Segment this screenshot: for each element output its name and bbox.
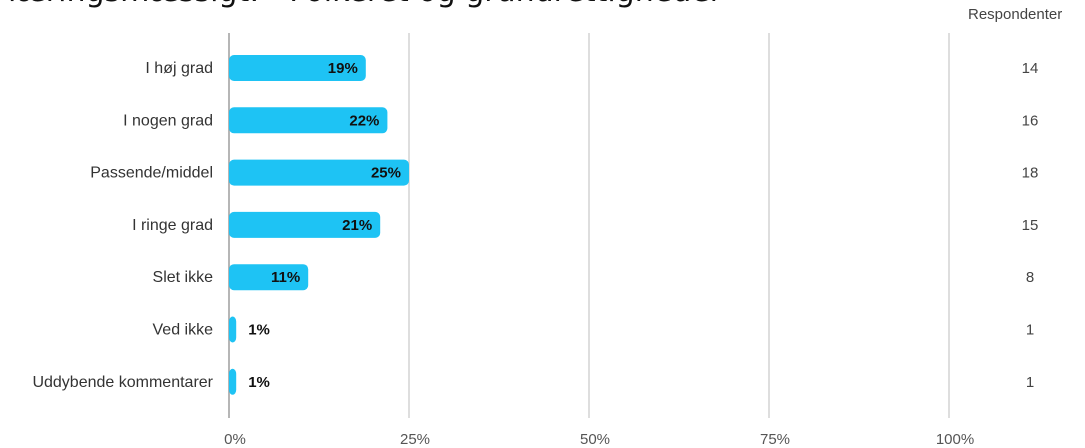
category-label: I nogen grad bbox=[123, 112, 213, 129]
respondent-count: 16 bbox=[1022, 112, 1039, 129]
bar bbox=[229, 211, 381, 238]
category-label: Uddybende kommentarer bbox=[32, 374, 213, 391]
bar bbox=[229, 159, 409, 186]
x-tick-label: 0% bbox=[224, 431, 246, 448]
bar bbox=[229, 264, 309, 291]
respondent-count: 8 bbox=[1026, 269, 1034, 286]
category-label: I ringe grad bbox=[132, 217, 213, 234]
category-label: I høj grad bbox=[145, 60, 213, 77]
bar-value-label: 19% bbox=[328, 60, 358, 77]
respondents-header: Respondenter bbox=[968, 6, 1063, 23]
respondent-count: 18 bbox=[1022, 165, 1039, 182]
bar bbox=[229, 55, 366, 81]
bar-value-label: 22% bbox=[349, 112, 379, 129]
respondent-count: 1 bbox=[1026, 322, 1034, 339]
bar-value-label: 1% bbox=[248, 322, 270, 339]
respondent-count: 14 bbox=[1022, 60, 1039, 77]
bar-value-label: 25% bbox=[371, 165, 401, 182]
x-tick-label: 100% bbox=[936, 431, 974, 448]
respondent-count: 1 bbox=[1026, 374, 1034, 391]
bar-value-label: 1% bbox=[248, 374, 270, 391]
category-label: Slet ikke bbox=[153, 269, 214, 286]
bar bbox=[229, 368, 237, 395]
respondent-count: 15 bbox=[1022, 217, 1039, 234]
category-label: Ved ikke bbox=[153, 322, 214, 339]
x-tick-label: 50% bbox=[580, 431, 610, 448]
category-label: Passende/middel bbox=[90, 165, 213, 182]
bar bbox=[229, 316, 237, 343]
bar-value-label: 11% bbox=[271, 269, 300, 286]
x-tick-label: 25% bbox=[400, 431, 430, 448]
bar-value-label: 21% bbox=[342, 217, 372, 234]
chart-title: læringsmæssigt: - Folkeret og grundretti… bbox=[8, 0, 722, 9]
x-tick-label: 75% bbox=[760, 431, 790, 448]
bar bbox=[229, 107, 388, 134]
